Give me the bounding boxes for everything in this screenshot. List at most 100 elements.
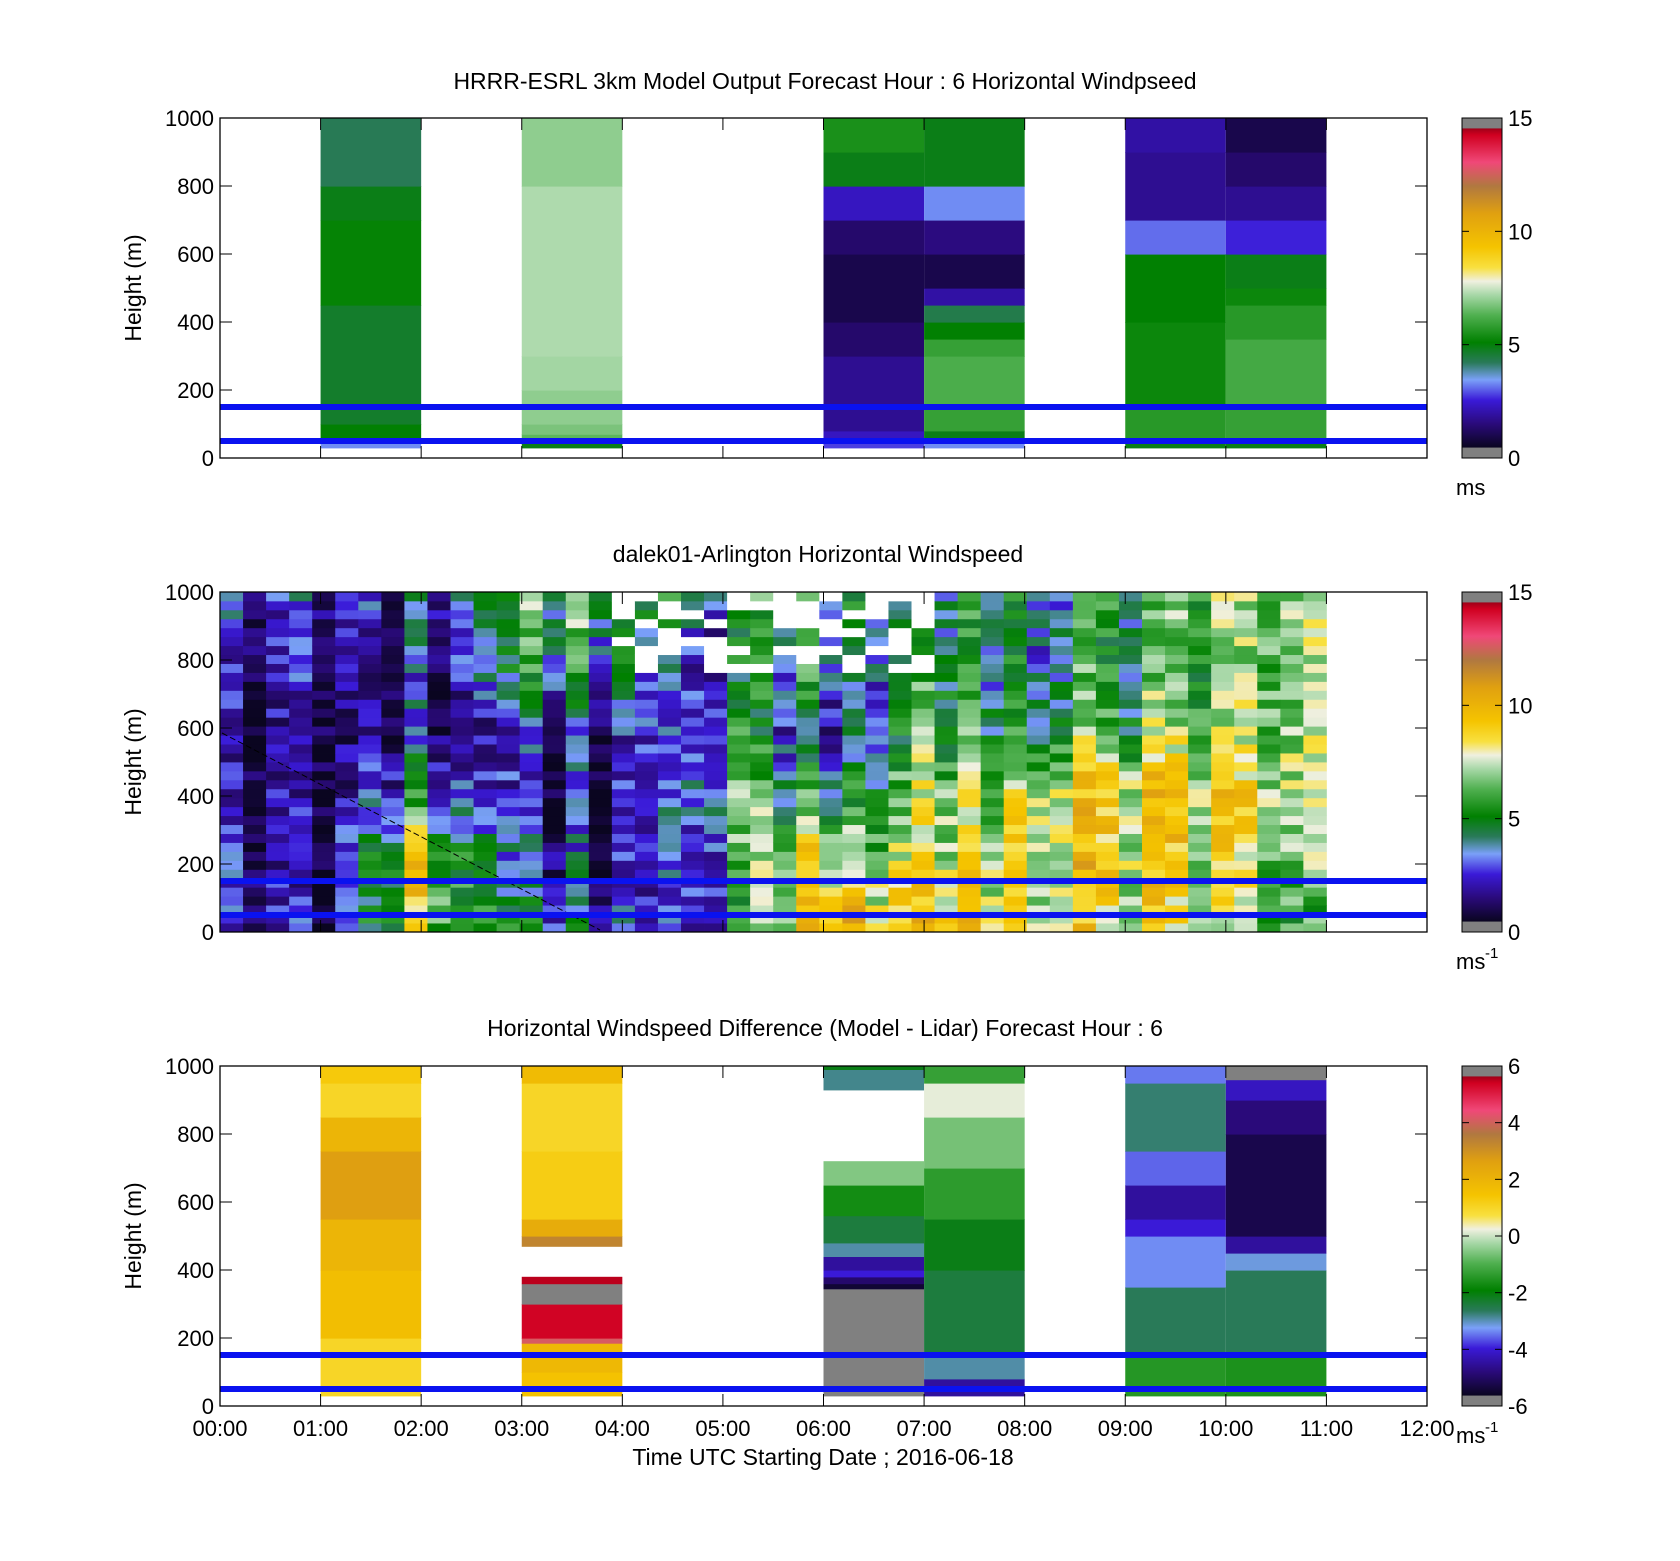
lidar-cell-t11-h14 — [473, 797, 497, 808]
lidar-cell-t33-h32 — [980, 636, 1005, 647]
lidar-cell-t33-h3 — [980, 896, 1005, 906]
lidar-cell-t21-h1 — [704, 914, 728, 924]
lidar-cell-t13-h20 — [519, 744, 544, 754]
lidar-cell-t24-h10 — [773, 833, 797, 843]
lidar-cell-t0-h22 — [220, 726, 244, 736]
lidar-cell-t35-h11 — [1026, 824, 1051, 834]
lidar-cell-t5-h21 — [335, 735, 359, 745]
lidar-cell-t31-h22 — [934, 726, 959, 736]
lidar-cell-t36-h26 — [1049, 690, 1074, 700]
lidar-cell-t25-h33 — [796, 627, 820, 638]
lidar-cell-t20-h21 — [681, 735, 705, 745]
lidar-cell-t13-h1 — [519, 914, 544, 924]
lidar-cell-t40-h0 — [1142, 923, 1166, 933]
lidar-cell-t18-h1 — [634, 914, 659, 924]
lidar-cell-t28-h11 — [865, 824, 889, 834]
lidar-cell-t42-h9 — [1188, 842, 1212, 852]
lidar-cell-t34-h12 — [1003, 815, 1028, 826]
lidar-cell-t42-h10 — [1188, 833, 1212, 843]
lidar-cell-t16-h34 — [588, 618, 613, 629]
lidar-cell-t18-h9 — [634, 842, 659, 852]
x-tick-label: 10:00 — [1198, 1416, 1253, 1441]
x-tick-label: 01:00 — [293, 1416, 348, 1441]
lidar-cell-t42-h34 — [1188, 618, 1212, 629]
lidar-cell-t16-h30 — [588, 654, 613, 664]
lidar-cell-t24-h33 — [773, 627, 797, 638]
lidar-cell-t41-h25 — [1165, 699, 1189, 709]
lidar-cell-t37-h14 — [1072, 797, 1097, 808]
lidar-cell-t39-h22 — [1118, 726, 1143, 736]
lidar-cell-t29-h28 — [888, 672, 912, 682]
lidar-cell-t29-h32 — [888, 636, 912, 647]
lidar-cell-t31-h17 — [934, 770, 959, 781]
lidar-cell-t12-h34 — [496, 618, 521, 629]
lidar-cell-t42-h1 — [1188, 914, 1212, 924]
lidar-cell-t38-h21 — [1095, 735, 1120, 745]
lidar-cell-t10-h12 — [450, 815, 474, 826]
lidar-cell-t14-h37 — [542, 592, 567, 602]
lidar-cell-t44-h0 — [1234, 923, 1258, 933]
lidar-cell-t12-h37 — [496, 592, 521, 602]
lidar-cell-t15-h8 — [565, 851, 590, 861]
lidar-cell-t18-h8 — [634, 851, 659, 861]
lidar-cell-t41-h32 — [1165, 636, 1189, 647]
lidar-cell-t31-h25 — [934, 699, 959, 709]
lidar-cell-t1-h11 — [243, 824, 267, 834]
lidar-cell-t21-h2 — [704, 905, 728, 915]
lidar-cell-t47-h7 — [1303, 860, 1327, 870]
lidar-cell-t44-h24 — [1234, 708, 1258, 718]
lidar-cell-t10-h11 — [450, 824, 474, 834]
lidar-cell-t12-h15 — [496, 788, 521, 799]
y-tick-label: 400 — [177, 310, 214, 335]
lidar-cell-t36-h13 — [1049, 806, 1074, 817]
cell-col3-seg1 — [924, 430, 1025, 442]
lidar-cell-t37-h33 — [1072, 627, 1097, 638]
lidar-cell-t26-h12 — [819, 815, 843, 826]
cell-col3-seg3 — [924, 1219, 1025, 1271]
lidar-cell-t2-h3 — [266, 896, 290, 906]
lidar-cell-t2-h16 — [266, 779, 290, 790]
lidar-cell-t26-h9 — [819, 842, 843, 852]
lidar-cell-t17-h32 — [611, 636, 636, 647]
lidar-cell-t46-h18 — [1280, 762, 1304, 772]
lidar-cell-t42-h22 — [1188, 726, 1212, 736]
cell-col3-seg5 — [924, 1117, 1025, 1169]
lidar-cell-t26-h24 — [819, 708, 843, 718]
x-tick-label: 07:00 — [897, 1416, 952, 1441]
lidar-cell-t40-h27 — [1142, 681, 1166, 691]
lidar-cell-t15-h14 — [565, 797, 590, 808]
lidar-cell-t17-h28 — [611, 672, 636, 682]
lidar-cell-t0-h17 — [220, 770, 244, 781]
lidar-cell-t10-h25 — [450, 699, 474, 709]
lidar-cell-t35-h33 — [1026, 627, 1051, 638]
lidar-cell-t31-h10 — [934, 833, 959, 843]
lidar-cell-t11-h26 — [473, 690, 497, 700]
lidar-cell-t0-h11 — [220, 824, 244, 834]
lidar-cell-t11-h20 — [473, 744, 497, 754]
lidar-cell-t43-h25 — [1211, 699, 1235, 709]
lidar-cell-t36-h3 — [1049, 896, 1074, 906]
lidar-cell-t26-h14 — [819, 797, 843, 808]
lidar-cell-t30-h27 — [911, 681, 935, 691]
lidar-cell-t38-h19 — [1095, 753, 1120, 763]
lidar-cell-t41-h8 — [1165, 851, 1189, 861]
cell-col4-seg4 — [1125, 220, 1226, 255]
lidar-cell-t38-h13 — [1095, 806, 1120, 817]
lidar-cell-t44-h37 — [1234, 592, 1258, 602]
lidar-cell-t0-h14 — [220, 797, 244, 808]
lidar-cell-t25-h28 — [796, 672, 820, 682]
lidar-cell-t3-h10 — [289, 833, 313, 843]
lidar-cell-t0-h21 — [220, 735, 244, 745]
lidar-cell-t20-h7 — [681, 860, 705, 870]
lidar-cell-t36-h24 — [1049, 708, 1074, 718]
lidar-cell-t10-h13 — [450, 806, 474, 817]
cell-col5-seg1 — [1225, 407, 1327, 442]
lidar-cell-t33-h1 — [980, 914, 1005, 924]
lidar-cell-t20-h26 — [681, 690, 705, 700]
lidar-cell-t13-h23 — [519, 717, 544, 727]
lidar-cell-t5-h24 — [335, 708, 359, 718]
cell-col1-seg2 — [521, 1338, 623, 1344]
lidar-cell-t40-h29 — [1142, 663, 1166, 673]
lidar-cell-t47-h24 — [1303, 708, 1327, 718]
lidar-cell-t4-h35 — [312, 609, 336, 620]
